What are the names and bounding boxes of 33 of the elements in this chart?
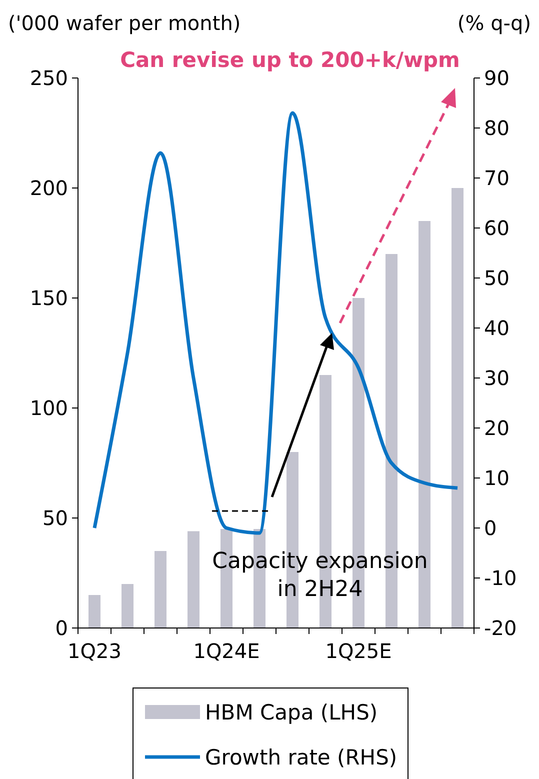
y2-tick-label: 30	[484, 366, 510, 390]
y2-tick-label: 60	[484, 216, 510, 240]
bar	[154, 551, 166, 628]
annotation: Capacity expansion in 2H24	[212, 549, 428, 602]
y-tick-label: 0	[55, 616, 68, 640]
y-tick-label: 200	[30, 176, 68, 200]
y2-tick-label: 70	[484, 166, 510, 190]
y2-tick-label: -20	[484, 616, 517, 640]
x-tick-label: 1Q23	[68, 639, 122, 663]
legend-label: HBM Capa (LHS)	[205, 700, 378, 724]
bar	[452, 188, 464, 628]
y2-tick-label: 50	[484, 266, 510, 290]
x-tick-label: 1Q24E	[193, 639, 260, 663]
y2-tick-label: 10	[484, 466, 510, 490]
y-tick-label: 100	[30, 396, 68, 420]
y2-tick-label: 0	[484, 516, 497, 540]
y2-axis-title: (% q-q)	[457, 11, 531, 35]
y2-tick-label: -10	[484, 566, 517, 590]
y-tick-label: 250	[30, 66, 68, 90]
y-tick-label: 150	[30, 286, 68, 310]
y-axis-title: ('000 wafer per month)	[8, 11, 241, 35]
bar	[88, 595, 100, 628]
bar	[122, 584, 134, 628]
y2-tick-label: 90	[484, 66, 510, 90]
y-tick-label: 50	[42, 506, 68, 530]
legend-label: Growth rate (RHS)	[205, 745, 398, 770]
x-tick-label: 1Q25E	[325, 639, 392, 663]
text: Can revise up to 200+k/wpm	[120, 48, 460, 72]
line-series	[92, 111, 460, 535]
y2-tick-label: 40	[484, 316, 510, 340]
y2-tick-label: 80	[484, 116, 510, 140]
y2-tick-label: 20	[484, 416, 510, 440]
bar	[188, 531, 200, 628]
